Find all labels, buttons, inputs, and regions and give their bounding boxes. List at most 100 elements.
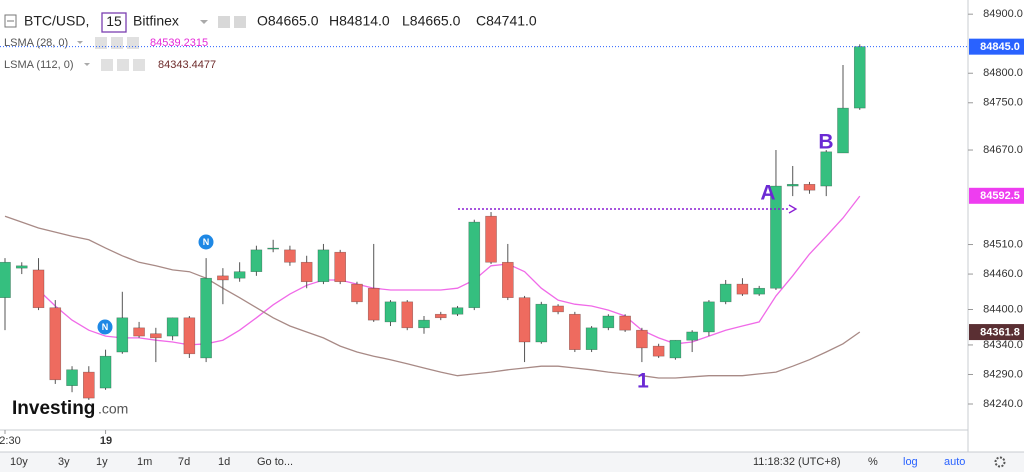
candle-body — [552, 305, 564, 313]
annotation: B — [818, 131, 833, 154]
candle-body — [32, 269, 45, 309]
candle-body — [15, 265, 28, 269]
indicator-value: 84539.2315 — [150, 37, 208, 49]
candle-body — [518, 297, 531, 343]
option-button[interactable]: auto — [944, 456, 965, 468]
candle-body — [501, 261, 514, 298]
candle-body — [485, 215, 497, 263]
ohlc-open: O84665.0 — [257, 13, 319, 29]
range-button[interactable]: 3y — [58, 456, 70, 468]
y-tick-label: 84750.0 — [983, 97, 1023, 109]
icon[interactable] — [95, 37, 107, 49]
y-tick-label: 84400.0 — [983, 303, 1023, 315]
dropdown-arrow[interactable] — [84, 63, 90, 66]
range-button[interactable]: 1y — [96, 456, 108, 468]
candle-body — [803, 183, 816, 191]
candle-body — [736, 283, 749, 295]
icon[interactable] — [101, 59, 113, 71]
candle-body — [786, 183, 799, 187]
candle-body — [585, 327, 598, 350]
range-button[interactable]: 10y — [10, 456, 28, 468]
price-tag — [969, 38, 1024, 55]
candle-body — [652, 345, 665, 357]
icon[interactable] — [133, 59, 145, 71]
x-tick-label: 19 — [100, 435, 112, 447]
candle-body — [83, 371, 95, 399]
dropdown-arrow[interactable] — [200, 20, 208, 24]
icon[interactable] — [117, 59, 129, 71]
candle-body — [636, 329, 648, 349]
candle-body — [853, 46, 866, 109]
news-marker-label[interactable]: N — [203, 237, 210, 247]
candle-body — [116, 317, 129, 353]
candle-body — [267, 247, 279, 250]
logo-brand: Investing — [12, 398, 95, 419]
candle-body — [837, 107, 849, 154]
option-button[interactable]: log — [903, 456, 918, 468]
y-tick-label: 84800.0 — [983, 67, 1023, 79]
icon[interactable] — [127, 37, 139, 49]
candle-body — [334, 251, 347, 283]
candle-body — [753, 287, 766, 295]
candle-body — [820, 151, 833, 187]
candle-body — [451, 307, 464, 315]
y-tick-label: 84290.0 — [983, 368, 1023, 380]
candle-body — [602, 315, 615, 329]
candle-body — [468, 221, 481, 309]
price-tag — [969, 187, 1024, 204]
ohlc-close: C84741.0 — [476, 13, 537, 29]
indicator-name: LSMA (28, 0) — [4, 37, 68, 49]
candle-body — [401, 301, 414, 329]
candle-body — [217, 275, 229, 281]
y-tick-label: 84460.0 — [983, 268, 1023, 280]
collapse-icon[interactable] — [4, 14, 17, 28]
price-tag-label: 84592.5 — [980, 190, 1020, 202]
y-tick-label: 84340.0 — [983, 339, 1023, 351]
annotation: 1 — [637, 370, 649, 393]
icon[interactable] — [234, 16, 246, 28]
candle-body — [49, 307, 62, 381]
candle-body — [434, 313, 447, 319]
candle-body — [719, 283, 732, 303]
interval[interactable]: 15 — [106, 13, 122, 29]
range-button[interactable]: 1d — [218, 456, 230, 468]
candle-body — [233, 271, 246, 279]
candle-body — [703, 301, 715, 333]
arrow-head — [788, 204, 798, 214]
toolbar-bg — [0, 452, 1024, 472]
y-tick-label: 84900.0 — [983, 8, 1023, 20]
settings-icon[interactable] — [994, 456, 1006, 468]
y-tick-label: 84670.0 — [983, 144, 1023, 156]
news-marker[interactable] — [198, 234, 214, 250]
candle-body — [150, 333, 162, 339]
goto-button[interactable]: Go to... — [257, 456, 293, 468]
range-button[interactable]: 7d — [178, 456, 190, 468]
icon[interactable] — [111, 37, 123, 49]
candle-body — [300, 261, 313, 283]
icon[interactable] — [218, 16, 230, 28]
price-tag-label: 84361.8 — [980, 326, 1020, 338]
plot — [0, 44, 866, 400]
candle-body — [166, 317, 179, 337]
interval-box[interactable] — [101, 12, 127, 33]
ohlc-low: L84665.0 — [402, 13, 461, 29]
news-marker-label[interactable]: N — [102, 322, 109, 332]
candle-body — [770, 185, 782, 289]
news-marker[interactable] — [97, 319, 113, 335]
candle-body — [200, 277, 212, 359]
price-tag-label: 84845.0 — [980, 41, 1020, 53]
ohlc-high: H84814.0 — [329, 13, 390, 29]
candle-body — [0, 261, 11, 298]
candle-body — [569, 313, 581, 350]
candle-body — [183, 317, 196, 355]
option-button[interactable]: % — [868, 456, 878, 468]
candle-body — [317, 249, 330, 283]
candle-body — [418, 319, 430, 329]
price-tag — [969, 324, 1024, 341]
range-button[interactable]: 1m — [137, 456, 152, 468]
dropdown-arrow[interactable] — [77, 41, 83, 44]
candle-body — [619, 315, 631, 331]
candle-body — [133, 327, 145, 337]
